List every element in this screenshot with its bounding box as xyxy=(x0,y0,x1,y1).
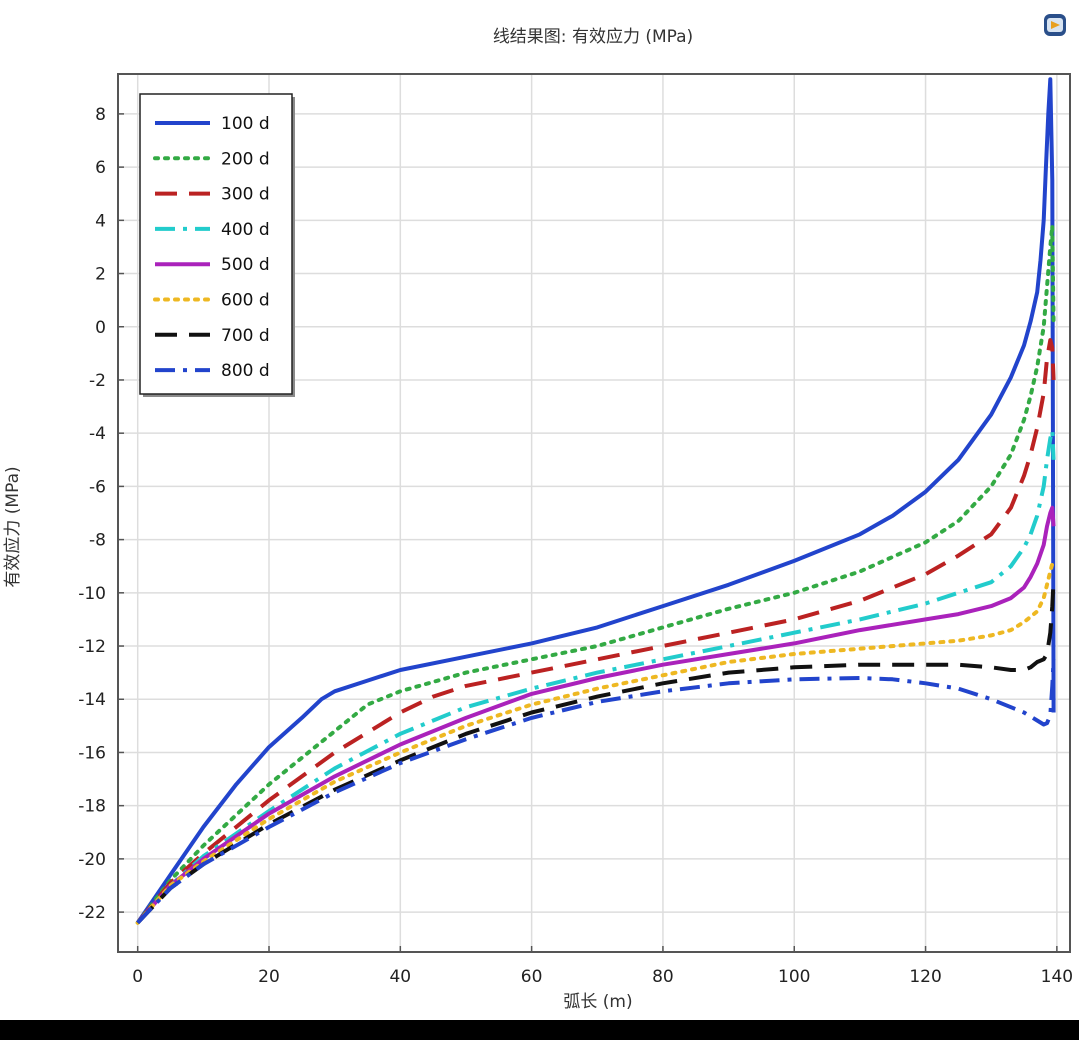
x-tick-label: 20 xyxy=(258,967,280,987)
plot-area-frame xyxy=(117,73,1071,953)
legend-box xyxy=(139,93,293,395)
series-line-7 xyxy=(136,579,1056,925)
axis-ticks: 0 20 40 60 80 100 120 14086420-2-4-6-8-10-12-14… xyxy=(78,105,1073,987)
series-line-1 xyxy=(136,77,1056,924)
series-line-6 xyxy=(135,561,1056,925)
x-tick-label: 0 xyxy=(132,967,143,987)
x-tick-label: 40 xyxy=(389,967,411,987)
x-tick-label: 80 xyxy=(652,967,674,987)
y-tick-label: -16 xyxy=(78,743,106,763)
series-line-3 xyxy=(136,338,1056,924)
y-tick-label: 0 xyxy=(95,318,106,338)
y-tick-label: 4 xyxy=(95,211,106,231)
legend-label: 200 d xyxy=(221,149,270,169)
screen-bottom-bar xyxy=(0,1020,1079,1040)
y-tick-label: 8 xyxy=(95,105,106,125)
y-tick-label: -8 xyxy=(89,531,106,551)
y-tick-label: -12 xyxy=(78,637,106,657)
legend-label: 600 d xyxy=(221,291,270,311)
legend-label: 700 d xyxy=(221,326,270,346)
legend[interactable]: 100 d 200 d 300 d 400 d 500 d 600 d 700 d 800 d xyxy=(139,93,295,397)
legend-label: 300 d xyxy=(221,185,270,205)
x-tick-label: 140 xyxy=(1041,967,1073,987)
comsol-logo-icon[interactable] xyxy=(1042,12,1068,38)
y-tick-label: -2 xyxy=(89,371,106,391)
x-tick-label: 60 xyxy=(521,967,543,987)
legend-label: 500 d xyxy=(221,255,270,275)
series-line-4 xyxy=(136,428,1056,925)
series-line-8 xyxy=(136,659,1056,925)
y-tick-label: -4 xyxy=(89,424,106,444)
y-tick-label: -20 xyxy=(78,850,106,870)
y-tick-label: -6 xyxy=(89,477,106,497)
x-tick-label: 120 xyxy=(909,967,941,987)
series-line-5 xyxy=(136,505,1056,925)
y-axis-label: 有效应力 (MPa) xyxy=(3,466,23,587)
chart-title: 线结果图: 有效应力 (MPa) xyxy=(492,27,694,47)
legend-label: 800 d xyxy=(221,361,270,381)
y-tick-label: 6 xyxy=(95,158,106,178)
x-axis-label: 弧长 (m) xyxy=(563,992,632,1012)
y-tick-label: -10 xyxy=(78,584,106,604)
legend-label: 400 d xyxy=(221,220,270,240)
series-line-2 xyxy=(135,223,1056,925)
legend-label: 100 d xyxy=(221,114,270,134)
y-tick-label: -22 xyxy=(78,903,106,923)
y-tick-label: -14 xyxy=(78,690,106,710)
y-tick-label: -18 xyxy=(78,797,106,817)
series-lines xyxy=(135,77,1056,925)
x-tick-label: 100 xyxy=(778,967,810,987)
y-tick-label: 2 xyxy=(95,265,106,285)
